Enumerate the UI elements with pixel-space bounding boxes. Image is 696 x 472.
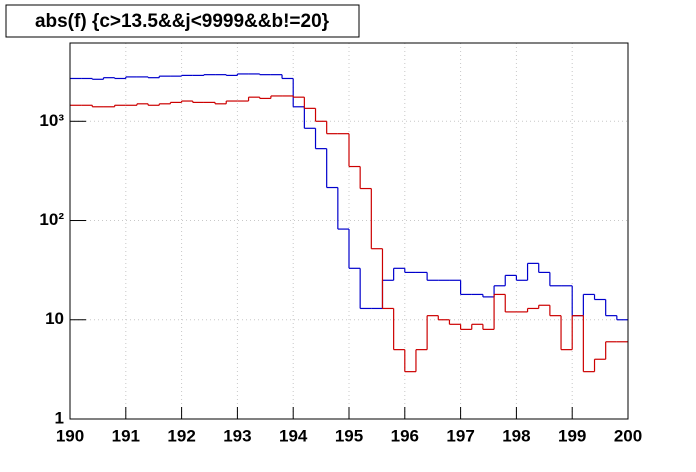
y-tick-label: 10: [45, 309, 64, 328]
x-tick-label: 193: [223, 426, 251, 445]
x-tick-label: 194: [279, 426, 308, 445]
x-tick-label: 196: [391, 426, 419, 445]
x-tick-label: 198: [502, 426, 530, 445]
chart-title: abs(f) {c>13.5&&j<9999&&b!=20}: [35, 11, 330, 32]
x-tick-label: 195: [335, 426, 363, 445]
x-tick-label: 197: [446, 426, 474, 445]
x-tick-label: 191: [112, 426, 140, 445]
y-tick-label: 10³: [39, 111, 64, 130]
y-tick-label: 1: [55, 408, 64, 427]
x-tick-label: 190: [56, 426, 84, 445]
x-tick-label: 192: [167, 426, 195, 445]
plot-frame: [69, 42, 629, 420]
y-tick-label: 10²: [39, 210, 64, 229]
title-box: [5, 4, 360, 38]
x-tick-label: 200: [614, 426, 642, 445]
x-tick-label: 199: [558, 426, 586, 445]
